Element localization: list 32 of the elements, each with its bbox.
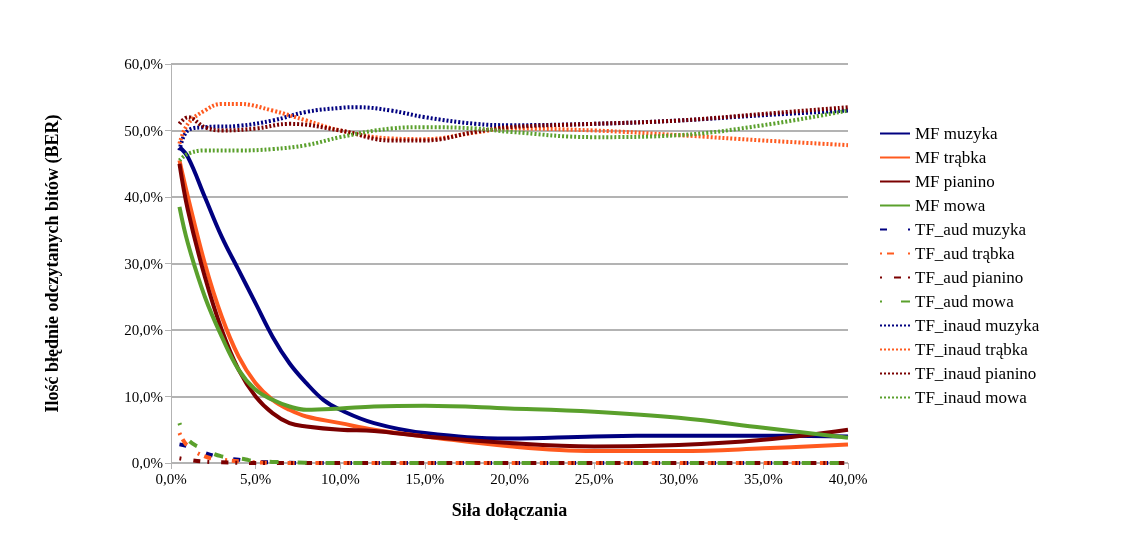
- legend-label: TF_inaud trąbka: [915, 340, 1029, 359]
- legend-label: MF muzyka: [915, 124, 999, 143]
- line-series: [177, 204, 850, 440]
- line-series: [177, 108, 850, 163]
- y-tick-label: 0,0%: [131, 455, 163, 471]
- legend-label: TF_inaud mowa: [915, 388, 1028, 407]
- legend-label: TF_inaud pianino: [915, 364, 1037, 383]
- legend-label: MF pianino: [915, 172, 995, 191]
- x-tick-label: 0,0%: [155, 470, 187, 487]
- x-tick-label: 10,0%: [320, 470, 360, 487]
- legend-label: TF_aud muzyka: [915, 220, 1027, 239]
- x-axis-title: Siła dołączania: [451, 500, 568, 520]
- y-tick-label: 10,0%: [124, 388, 163, 405]
- x-tick-label: 20,0%: [490, 470, 529, 487]
- y-tick-label: 40,0%: [124, 189, 163, 205]
- y-tick-label: 60,0%: [124, 56, 163, 72]
- x-tick-label: 15,0%: [405, 470, 445, 487]
- x-tick-label: 40,0%: [828, 470, 868, 487]
- legend-label: TF_aud mowa: [915, 292, 1015, 311]
- legend-label: MF trąbka: [915, 148, 987, 167]
- x-tick-label: 5,0%: [240, 470, 272, 487]
- y-axis-title: Ilość błędnie odczytanych bitów (BER): [42, 114, 63, 413]
- y-tick-label: 20,0%: [124, 322, 163, 338]
- legend-label: TF_aud pianino: [915, 268, 1024, 287]
- x-tick-label: 35,0%: [744, 470, 783, 487]
- legend-label: TF_aud trąbka: [915, 244, 1016, 263]
- x-tick-label: 30,0%: [659, 470, 699, 487]
- y-tick-label: 30,0%: [124, 255, 163, 272]
- x-tick-label: 25,0%: [574, 470, 614, 487]
- legend-label: MF mowa: [915, 196, 986, 215]
- y-tick-label: 50,0%: [124, 122, 163, 139]
- legend-label: TF_inaud muzyka: [915, 316, 1040, 335]
